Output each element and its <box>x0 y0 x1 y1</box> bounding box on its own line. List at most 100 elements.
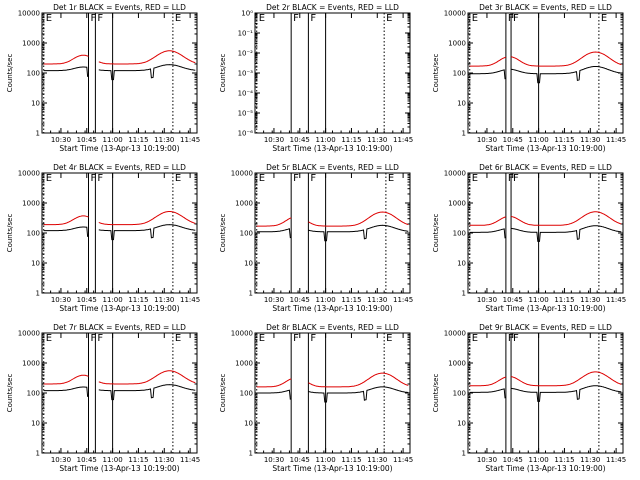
y-tick-label: 1000 <box>448 360 466 368</box>
y-tick-label: 100 <box>453 390 466 398</box>
series-lld-line <box>469 211 622 226</box>
series-events-line <box>469 66 622 84</box>
x-tick-label: 10:45 <box>503 296 523 304</box>
plot-frame <box>41 332 198 454</box>
y-tick-label: 10 <box>31 420 40 428</box>
x-tick-label: 11:00 <box>529 456 549 464</box>
x-tick-label: 11:15 <box>128 296 148 304</box>
y-tick-label: 10000 <box>18 10 40 18</box>
y-axis-label: Counts/sec <box>219 214 227 253</box>
panel-title: Det 4r BLACK = Events, RED = LLD <box>53 163 186 172</box>
y-tick-label: 1000 <box>22 360 40 368</box>
marker-label-E: E <box>46 13 52 24</box>
y-tick-label: 1000 <box>448 40 466 48</box>
x-tick-label: 11:15 <box>341 456 361 464</box>
x-tick-label: 11:45 <box>393 296 413 304</box>
x-tick-label: 10:30 <box>477 136 497 144</box>
marker-label-E: E <box>386 13 392 24</box>
panel-title: Det 8r BLACK = Events, RED = LLD <box>266 323 399 332</box>
chart-panel-7: Det 7r BLACK = Events, RED = LLD 1 10 100 10… <box>6 323 200 473</box>
y-tick-label: 10000 <box>444 330 466 338</box>
chart-panel-1: Det 1r BLACK = Events, RED = LLD 1 10 100 10… <box>6 3 200 153</box>
y-axis-label: Counts/sec <box>432 214 440 253</box>
y-axis-label: Counts/sec <box>432 374 440 413</box>
plot-frame <box>467 332 624 454</box>
series-lld-line <box>43 50 196 65</box>
series-lld-line <box>256 211 409 227</box>
y-tick-label: 10⁻² <box>238 50 254 58</box>
marker-label-F: F <box>513 13 519 24</box>
chart-panel-3: Det 3r BLACK = Events, RED = LLD 1 10 100 10… <box>432 3 626 153</box>
x-axis-label: Start Time (13-Apr-13 10:19:00) <box>485 304 605 313</box>
x-tick-label: 10:45 <box>503 136 523 144</box>
y-tick-label: 10000 <box>18 330 40 338</box>
x-tick-label: 11:30 <box>154 136 174 144</box>
panel-title: Det 6r BLACK = Events, RED = LLD <box>479 163 612 172</box>
y-tick-label: 100 <box>27 390 40 398</box>
x-tick-label: 10:45 <box>290 136 310 144</box>
y-axis-label: Counts/sec <box>432 54 440 93</box>
y-axis-label: Counts/sec <box>219 374 227 413</box>
chart-panel-2: Det 2r BLACK = Events, RED = LLD 10⁻⁶ 10⁻⁵… <box>219 3 413 153</box>
x-axis-label: Start Time (13-Apr-13 10:19:00) <box>485 464 605 473</box>
marker-label-E: E <box>175 173 181 184</box>
marker-label-E: E <box>472 13 478 24</box>
y-tick-label: 100 <box>27 70 40 78</box>
y-tick-label: 10 <box>457 260 466 268</box>
x-tick-label: 11:00 <box>316 456 336 464</box>
y-tick-label: 1 <box>462 290 466 298</box>
marker-label-F: F <box>310 333 316 344</box>
plot-frame <box>254 172 411 294</box>
x-tick-label: 10:45 <box>77 456 97 464</box>
x-tick-label: 11:45 <box>180 136 200 144</box>
marker-label-E: E <box>386 333 392 344</box>
marker-label-E: E <box>388 173 394 184</box>
x-tick-label: 11:30 <box>580 136 600 144</box>
x-tick-label: 10:30 <box>51 136 71 144</box>
x-tick-label: 11:45 <box>606 296 626 304</box>
marker-label-F: F <box>310 173 316 184</box>
y-tick-label: 1000 <box>235 200 253 208</box>
marker-label-E: E <box>175 333 181 344</box>
x-tick-label: 11:00 <box>316 296 336 304</box>
x-tick-label: 10:30 <box>264 136 284 144</box>
y-tick-label: 1 <box>462 130 466 138</box>
marker-label-E: E <box>472 333 478 344</box>
y-axis-label: Counts/sec <box>6 214 14 253</box>
y-tick-label: 10 <box>31 100 40 108</box>
y-tick-label: 10⁻⁵ <box>238 110 254 118</box>
series-lld-line <box>256 372 409 388</box>
x-tick-label: 11:45 <box>393 456 413 464</box>
plot-frame <box>254 12 411 134</box>
y-tick-label: 1 <box>249 450 253 458</box>
y-tick-label: 10 <box>244 420 253 428</box>
y-tick-label: 1 <box>36 290 40 298</box>
x-tick-label: 11:00 <box>529 296 549 304</box>
panel-title: Det 5r BLACK = Events, RED = LLD <box>266 163 399 172</box>
y-tick-label: 100 <box>240 390 253 398</box>
x-axis-label: Start Time (13-Apr-13 10:19:00) <box>272 304 392 313</box>
x-tick-label: 10:30 <box>477 456 497 464</box>
marker-label-E: E <box>259 333 265 344</box>
series-events-line <box>256 224 409 242</box>
marker-label-E: E <box>601 333 607 344</box>
marker-label-E: E <box>175 13 181 24</box>
marker-label-E: E <box>601 13 607 24</box>
chart-panel-6: Det 6r BLACK = Events, RED = LLD 1 10 100 10… <box>432 163 626 313</box>
series-lld-line <box>469 51 622 67</box>
y-tick-label: 10 <box>457 100 466 108</box>
y-tick-label: 1000 <box>448 200 466 208</box>
y-tick-label: 1 <box>36 130 40 138</box>
y-tick-label: 10000 <box>231 170 253 178</box>
series-lld-line <box>43 370 196 385</box>
x-tick-label: 11:30 <box>367 136 387 144</box>
y-tick-label: 100 <box>240 230 253 238</box>
x-tick-label: 11:30 <box>580 296 600 304</box>
marker-label-F: F <box>97 173 103 184</box>
chart-panel-5: Det 5r BLACK = Events, RED = LLD 1 10 100 10… <box>219 163 413 313</box>
panel-title: Det 9r BLACK = Events, RED = LLD <box>479 323 612 332</box>
panel-title: Det 7r BLACK = Events, RED = LLD <box>53 323 186 332</box>
x-tick-label: 11:45 <box>180 296 200 304</box>
y-tick-label: 10 <box>31 260 40 268</box>
x-tick-label: 11:30 <box>154 296 174 304</box>
